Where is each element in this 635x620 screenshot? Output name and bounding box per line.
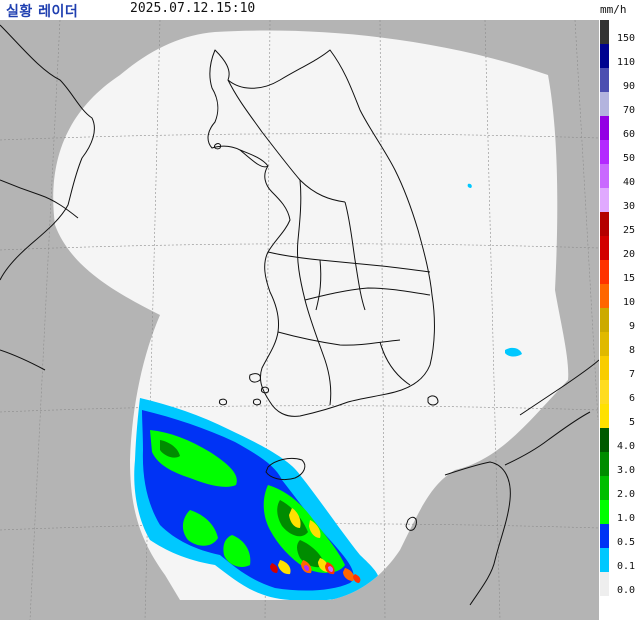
legend-item: 90 <box>600 68 635 92</box>
header-bar: 실황 레이더 2025.07.12.15:10 mm/h <box>0 0 635 20</box>
legend-label: 50 <box>622 153 635 164</box>
legend-label: 0.5 <box>616 537 635 548</box>
legend-swatch <box>600 524 609 548</box>
legend-swatch <box>600 44 609 68</box>
legend-label: 3.0 <box>616 465 635 476</box>
legend-swatch <box>600 500 609 524</box>
legend-item: 25 <box>600 212 635 236</box>
lat-lon-grid <box>0 20 599 620</box>
legend-swatch <box>600 428 609 452</box>
legend-label: 9 <box>628 321 635 332</box>
legend-item: 0.0 <box>600 572 635 596</box>
legend-label: 1.0 <box>616 513 635 524</box>
legend-swatch <box>600 68 609 92</box>
legend-label: 7 <box>628 369 635 380</box>
legend-item: 150 <box>600 20 635 44</box>
legend-swatch <box>600 356 609 380</box>
legend-item: 0.1 <box>600 548 635 572</box>
legend-item: 0.5 <box>600 524 635 548</box>
legend-swatch <box>600 260 609 284</box>
legend-swatch <box>600 380 609 404</box>
legend-label: 0.1 <box>616 561 635 572</box>
legend-swatch <box>600 140 609 164</box>
precipitation-echoes <box>134 183 522 600</box>
legend-swatch <box>600 548 609 572</box>
legend-item: 15 <box>600 260 635 284</box>
legend-label: 25 <box>622 225 635 236</box>
jeju-island <box>265 457 306 481</box>
legend-label: 20 <box>622 249 635 260</box>
legend-swatch <box>600 572 609 596</box>
legend-item: 3.0 <box>600 452 635 476</box>
legend-item: 5 <box>600 404 635 428</box>
observation-timestamp: 2025.07.12.15:10 <box>130 1 256 16</box>
legend-label: 8 <box>628 345 635 356</box>
legend-label: 15 <box>622 273 635 284</box>
legend-item: 2.0 <box>600 476 635 500</box>
legend-label: 4.0 <box>616 441 635 452</box>
legend-label: 2.0 <box>616 489 635 500</box>
legend-swatch <box>600 116 609 140</box>
legend-swatch <box>600 308 609 332</box>
legend-swatch <box>600 236 609 260</box>
legend-label: 5 <box>628 417 635 428</box>
radar-map[interactable] <box>0 20 599 620</box>
legend-label: 110 <box>616 57 635 68</box>
legend-label: 0.0 <box>616 585 635 596</box>
legend-swatch <box>600 452 609 476</box>
legend-label: 40 <box>622 177 635 188</box>
legend-label: 6 <box>628 393 635 404</box>
legend-item: 8 <box>600 332 635 356</box>
legend-item: 1.0 <box>600 500 635 524</box>
legend-label: 70 <box>622 105 635 116</box>
legend-item: 6 <box>600 380 635 404</box>
legend-label: 150 <box>616 33 635 44</box>
legend-item: 20 <box>600 236 635 260</box>
legend-swatch <box>600 284 609 308</box>
legend-swatch <box>600 92 609 116</box>
legend-swatch <box>600 404 609 428</box>
legend-item: 40 <box>600 164 635 188</box>
legend-item: 60 <box>600 116 635 140</box>
legend-item: 4.0 <box>600 428 635 452</box>
legend-swatch <box>600 188 609 212</box>
legend-swatch <box>600 164 609 188</box>
legend-swatch <box>600 20 609 44</box>
legend-item: 50 <box>600 140 635 164</box>
legend-item: 30 <box>600 188 635 212</box>
page-title: 실황 레이더 <box>6 4 79 20</box>
legend-swatch <box>600 212 609 236</box>
coastline-and-boundaries <box>0 24 599 606</box>
legend-label: 90 <box>622 81 635 92</box>
legend-item: 9 <box>600 308 635 332</box>
legend-unit-label: mm/h <box>600 3 627 16</box>
legend-label: 30 <box>622 201 635 212</box>
legend-swatch <box>600 332 609 356</box>
legend-item: 70 <box>600 92 635 116</box>
precipitation-legend: 150 110 90 70 60 50 40 30 25 20 15 10 9 8 7 6 5 4.0 3.0 2.0… <box>600 20 635 620</box>
legend-item: 110 <box>600 44 635 68</box>
legend-label: 60 <box>622 129 635 140</box>
legend-swatch <box>600 476 609 500</box>
legend-item: 7 <box>600 356 635 380</box>
legend-label: 10 <box>622 297 635 308</box>
legend-item: 10 <box>600 284 635 308</box>
